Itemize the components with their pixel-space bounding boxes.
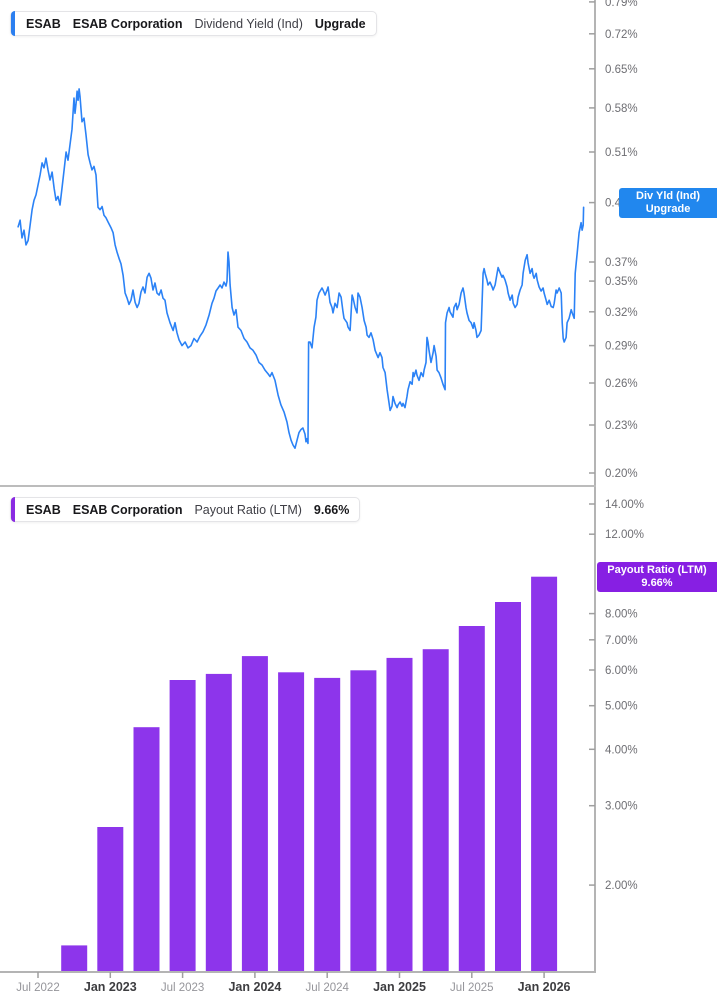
y-axis-tick-label: 0.23% [605, 420, 638, 432]
payout-ratio-bar [133, 727, 160, 972]
y-axis-tick-label: 0.35% [605, 276, 638, 288]
series-accent-bar [11, 11, 15, 36]
x-axis-tick-label: Jan 2023 [84, 980, 137, 994]
series-accent-bar [11, 497, 15, 522]
ticker-symbol: ESAB [26, 502, 61, 517]
y-axis-tick-label: 0.32% [605, 307, 638, 319]
y-axis-tick-label: 4.00% [605, 744, 638, 756]
badge-value-label: 9.66% [641, 576, 673, 589]
axis-badge-div-yld: Div Yld (Ind) Upgrade [619, 187, 717, 218]
payout-ratio-bar [458, 626, 485, 972]
x-axis-tick-label: Jul 2023 [161, 982, 204, 994]
y-axis-tick-label: 0.51% [605, 147, 638, 159]
company-name: ESAB Corporation [72, 16, 183, 31]
y-axis-tick-label: 0.37% [605, 257, 638, 269]
payout-ratio-bar [169, 680, 196, 972]
badge-metric-label: Payout Ratio (LTM) [607, 563, 707, 576]
y-axis-tick-label: 0.29% [605, 341, 638, 353]
y-axis-tick-label: 5.00% [605, 701, 638, 713]
y-axis-tick-label: 0.65% [605, 64, 638, 76]
y-axis-tick-label: 12.00% [605, 529, 644, 541]
y-axis-tick-label: 0.20% [605, 468, 638, 480]
payout-ratio-bar [531, 576, 558, 972]
x-axis-tick-label: Jul 2025 [450, 982, 493, 994]
y-axis-tick-label: 0.72% [605, 29, 638, 41]
ticker-symbol: ESAB [26, 16, 61, 31]
series-label-payout-ratio[interactable]: ESAB ESAB Corporation Payout Ratio (LTM)… [10, 497, 361, 522]
badge-metric-label: Div Yld (Ind) [636, 189, 700, 202]
y-axis-tick-label: 6.00% [605, 665, 638, 677]
payout-ratio-current-value: 9.66% [313, 502, 350, 517]
x-axis-tick-label: Jan 2025 [373, 980, 426, 994]
payout-ratio-bar [241, 656, 268, 972]
x-axis-tick-label: Jan 2026 [518, 980, 571, 994]
metric-name: Dividend Yield (Ind) [194, 16, 303, 31]
y-axis-tick-label: 8.00% [605, 609, 638, 621]
y-axis-tick-label: 0.58% [605, 103, 638, 115]
payout-ratio-bar [205, 673, 232, 972]
x-axis-tick-label: Jul 2022 [16, 982, 59, 994]
metric-name: Payout Ratio (LTM) [194, 502, 302, 517]
upgrade-link[interactable]: Upgrade [314, 16, 366, 31]
axis-badge-payout-ratio: Payout Ratio (LTM) 9.66% [597, 561, 717, 592]
badge-value-label: Upgrade [645, 202, 691, 215]
payout-ratio-bar [97, 827, 124, 972]
y-axis-tick-label: 14.00% [605, 499, 644, 511]
payout-ratio-bar [278, 672, 305, 972]
y-axis-tick-label: 0.79% [605, 0, 638, 9]
payout-ratio-bar [314, 677, 341, 972]
x-axis-tick-label: Jul 2024 [305, 982, 349, 994]
series-label-dividend-yield[interactable]: ESAB ESAB Corporation Dividend Yield (In… [10, 11, 377, 36]
y-axis-tick-label: 3.00% [605, 801, 638, 813]
payout-ratio-bar [495, 602, 521, 972]
payout-ratio-bar [422, 649, 449, 972]
y-axis-tick-label: 7.00% [605, 635, 638, 647]
payout-ratio-bar [61, 945, 88, 972]
y-axis-tick-label: 2.00% [605, 880, 638, 892]
company-name: ESAB Corporation [72, 502, 183, 517]
payout-ratio-bar [350, 670, 377, 972]
payout-ratio-bar [386, 657, 413, 972]
dividend-yield-line [17, 88, 585, 449]
x-axis-tick-label: Jan 2024 [228, 980, 281, 994]
y-axis-tick-label: 0.26% [605, 378, 638, 390]
